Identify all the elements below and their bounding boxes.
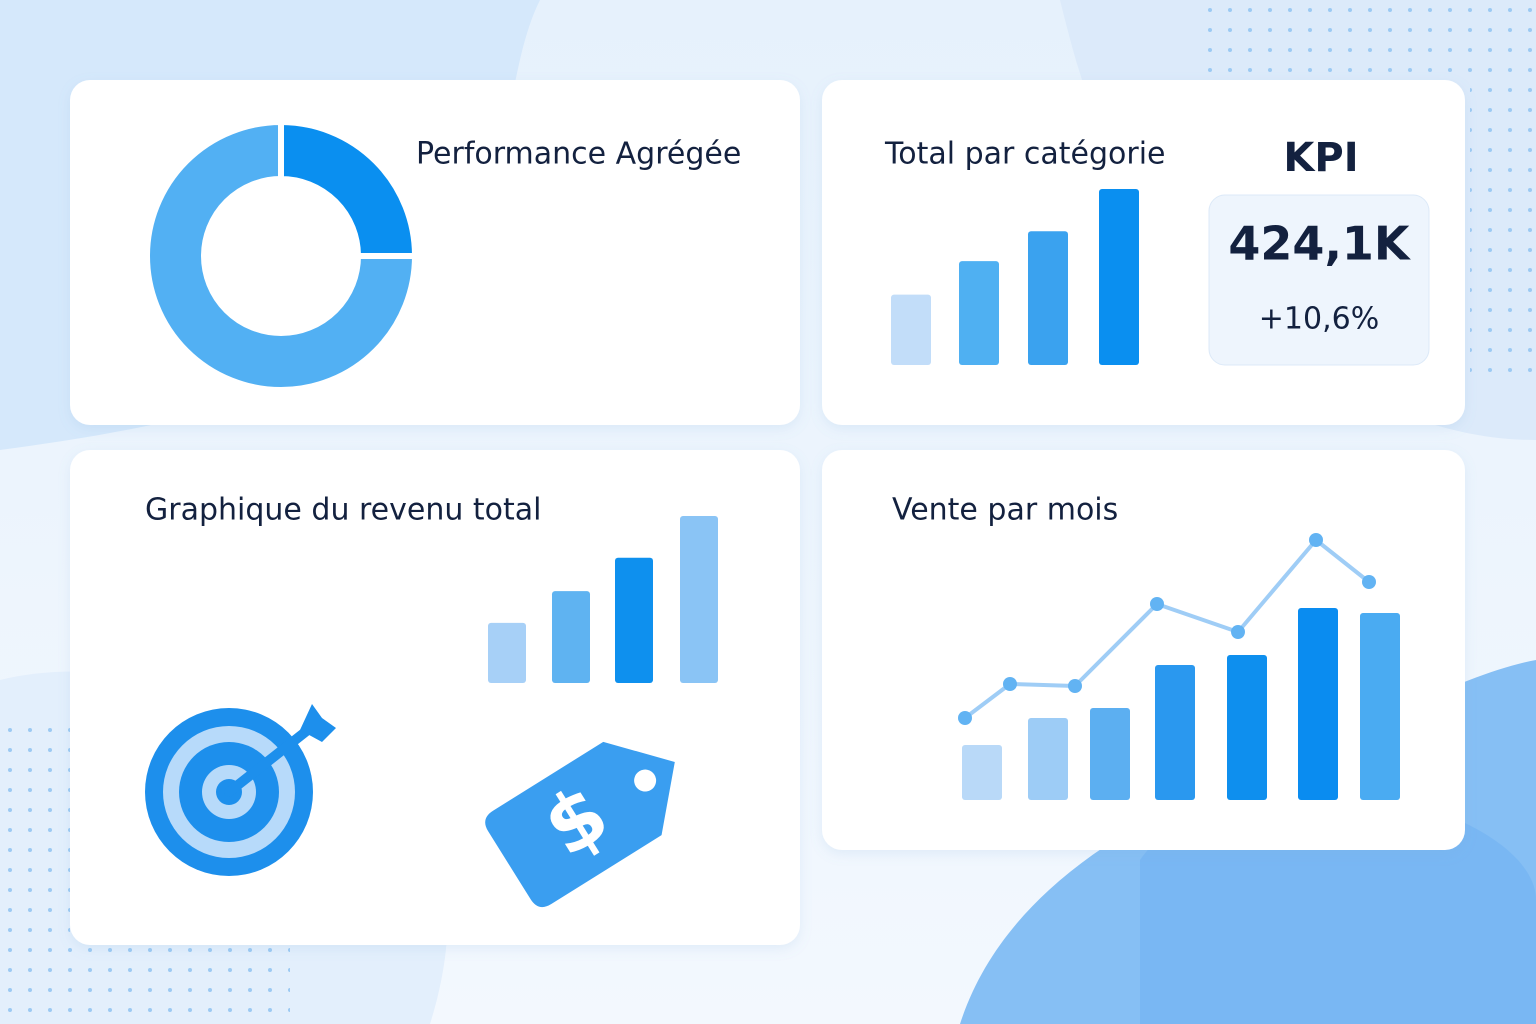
line-point — [1231, 625, 1245, 639]
bar — [1155, 665, 1195, 800]
price-tag-icon: $ — [485, 741, 675, 908]
blob — [1140, 792, 1536, 1024]
line-point — [1309, 533, 1323, 547]
donut-segment — [144, 118, 419, 393]
dot-pattern — [0, 725, 70, 1024]
bar — [488, 622, 526, 683]
bar — [615, 557, 653, 683]
line-point — [1362, 575, 1376, 589]
kpi-box — [1208, 194, 1430, 366]
bar — [891, 294, 931, 365]
bar — [1298, 608, 1338, 800]
bar — [680, 516, 718, 683]
line-point — [1068, 679, 1082, 693]
line-point — [1150, 597, 1164, 611]
card-title: Performance Agrégée — [416, 137, 741, 172]
bar — [959, 261, 999, 365]
bar — [1028, 718, 1068, 800]
bar — [1090, 708, 1130, 800]
bar — [962, 745, 1002, 800]
bar — [1028, 231, 1068, 365]
kpi-value: 424,1K — [1228, 217, 1412, 271]
card-title: Vente par mois — [892, 493, 1118, 528]
card-title: Graphique du revenu total — [145, 493, 542, 528]
donut-segment — [278, 118, 419, 259]
bar — [1099, 189, 1139, 365]
card-title: Total par catégorie — [884, 137, 1166, 172]
dot-pattern — [70, 945, 290, 1024]
bar — [552, 591, 590, 683]
dot-pattern — [1200, 0, 1536, 80]
kpi-title: KPI — [1283, 135, 1358, 181]
line-point — [1003, 677, 1017, 691]
bar — [1360, 613, 1400, 800]
bar — [1227, 655, 1267, 800]
dot-pattern — [1470, 80, 1536, 380]
line-point — [958, 711, 972, 725]
kpi-change: +10,6% — [1259, 302, 1379, 337]
target-icon — [145, 704, 336, 876]
